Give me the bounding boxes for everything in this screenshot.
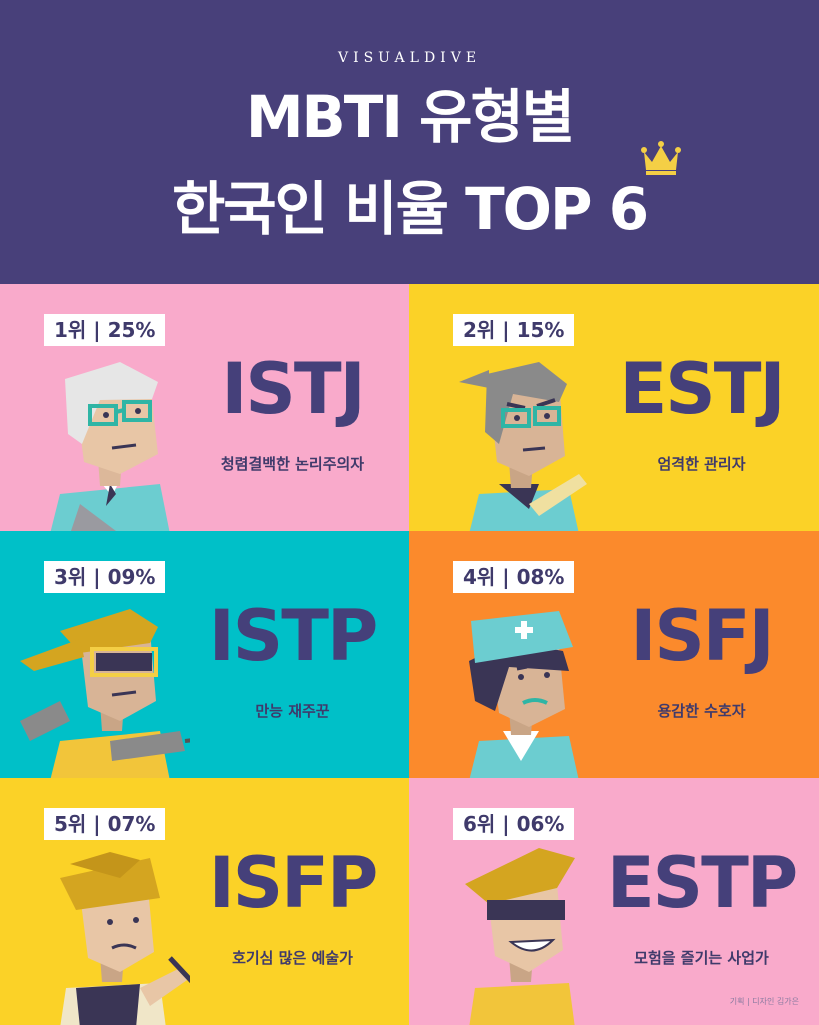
rank-badge: 5위 | 07%	[44, 808, 166, 840]
type-description: 청렴결백한 논리주의자	[220, 455, 365, 473]
type-description: 호기심 많은 예술가	[232, 949, 353, 967]
mbti-type: ISTP	[208, 595, 379, 677]
type-description: 용감한 수호자	[657, 702, 746, 720]
adventurer-with-sunglasses-icon	[465, 848, 575, 1025]
card-estj: 2위 | 15% ESTJ 엄격한 관리자	[409, 284, 819, 531]
rank-badge: 2위 | 15%	[453, 314, 575, 346]
rank-badge: 3위 | 09%	[44, 561, 166, 593]
crown-icon	[641, 141, 681, 175]
title-line-2: 한국인 비율 TOP 6	[171, 175, 649, 243]
card-isfj: 4위 | 08% ISFJ 용감한 수호자	[409, 531, 819, 778]
title-line-1: MBTI 유형별	[245, 83, 575, 151]
type-description: 모험을 즐기는 사업가	[634, 949, 769, 967]
card-isfp: 5위 | 07% ISFP 호기심 많은 예술가	[0, 778, 410, 1025]
card-istp: 3위 | 09% ISTP 만능 재주꾼	[0, 531, 410, 778]
type-description: 만능 재주꾼	[255, 702, 330, 720]
mbti-type: ISFP	[208, 842, 379, 924]
rank-badge: 1위 | 25%	[44, 314, 166, 346]
old-man-with-glasses-icon	[50, 362, 170, 531]
mbti-type: ESTP	[606, 842, 798, 924]
mbti-type: ISTJ	[221, 348, 365, 430]
header: VISUALDIVE MBTI 유형별 한국인 비율 TOP 6	[0, 0, 819, 284]
type-description: 엄격한 관리자	[657, 455, 746, 473]
builder-with-drill-icon	[20, 609, 190, 778]
rank-badge: 6위 | 06%	[453, 808, 575, 840]
artist-with-brush-icon	[60, 852, 190, 1025]
card-estp: 6위 | 06% ESTP 모험을 즐기는 사업가	[409, 778, 819, 1025]
mbti-type: ISFJ	[630, 595, 774, 677]
mbti-type: ESTJ	[619, 348, 785, 430]
card-istj: 1위 | 25% ISTJ 청렴결백한 논리주의자	[0, 284, 410, 531]
rank-badge: 4위 | 08%	[453, 561, 575, 593]
brand-logo: VISUALDIVE	[337, 50, 482, 66]
nurse-icon	[469, 611, 579, 778]
strict-manager-with-ruler-icon	[459, 362, 587, 531]
credit-text: 기획 | 디자인 김가은	[729, 997, 799, 1006]
